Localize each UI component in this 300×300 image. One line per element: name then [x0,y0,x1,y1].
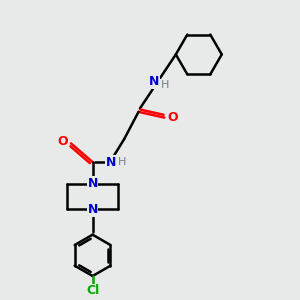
Text: O: O [167,111,178,124]
Text: O: O [58,136,68,148]
Text: H: H [118,157,126,167]
Text: Cl: Cl [86,284,99,297]
Text: N: N [87,203,98,216]
Text: N: N [106,156,116,169]
Text: H: H [161,80,170,90]
Text: N: N [149,75,160,88]
Text: N: N [87,177,98,190]
